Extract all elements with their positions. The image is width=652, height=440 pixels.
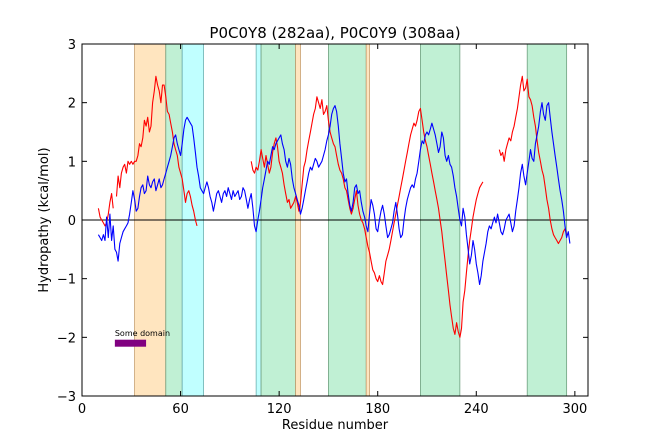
series-1-segment-0 <box>97 102 571 286</box>
y-tick-label: −2 <box>57 331 76 346</box>
series-0-segment-2 <box>250 96 484 338</box>
series-0-segment-3 <box>498 75 568 245</box>
y-tick-label: 3 <box>68 38 76 53</box>
x-tick-label: 300 <box>562 402 587 417</box>
y-tick-label: −1 <box>57 273 76 288</box>
x-tick-label: 240 <box>464 402 489 417</box>
domain-annotations: Some domain <box>114 329 170 347</box>
x-tick-label: 0 <box>78 402 86 417</box>
x-axis-label: Residue number <box>282 418 389 433</box>
axis-ticks: 0 60 120 180 240 300 −3 −2 −1 0 1 2 3 <box>57 38 588 417</box>
y-axis-label: Hydropathy (kcal/mol) <box>37 147 52 292</box>
domain-bar-0 <box>114 339 147 347</box>
y-tick-label: 0 <box>68 214 76 229</box>
y-tick-label: 2 <box>68 97 76 112</box>
x-tick-label: 120 <box>267 402 292 417</box>
chart-title: P0C0Y8 (282aa), P0C0Y9 (308aa) <box>209 24 460 42</box>
x-tick-label: 180 <box>365 402 390 417</box>
x-tick-label: 60 <box>172 402 189 417</box>
series-0-segment-1 <box>115 75 198 227</box>
domain-label-0: Some domain <box>115 329 170 338</box>
y-tick-label: −3 <box>57 390 76 405</box>
series-lines <box>97 75 571 338</box>
y-tick-label: 1 <box>68 155 76 170</box>
